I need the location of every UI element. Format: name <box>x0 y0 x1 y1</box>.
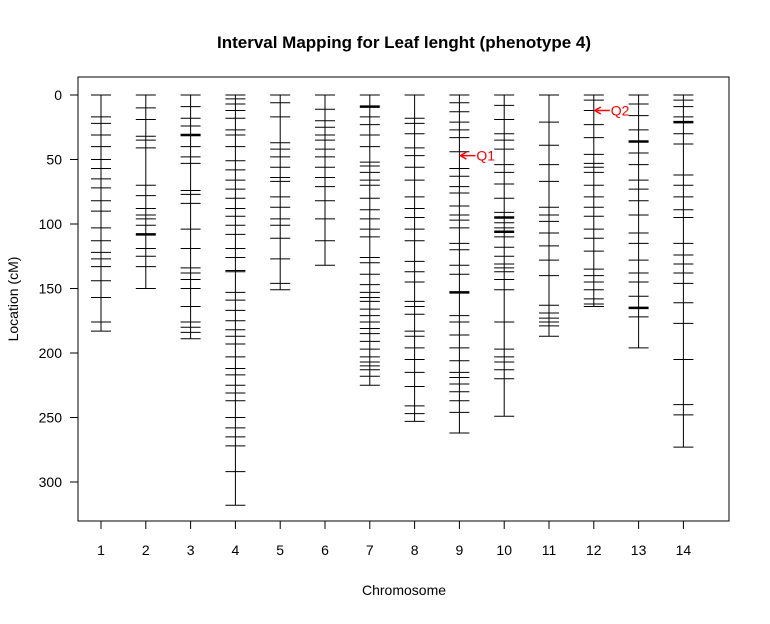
x-tick-label: 10 <box>496 542 512 558</box>
chromosome-14 <box>673 94 694 448</box>
qtl-annotation-Q1: Q1 <box>458 148 495 164</box>
y-axis-label: Location (cM) <box>5 257 21 342</box>
x-tick-label: 3 <box>187 542 195 558</box>
y-tick-label: 50 <box>46 152 62 168</box>
chromosome-5 <box>270 94 291 291</box>
chromosome-9 <box>449 94 470 434</box>
x-axis: 1 2 3 4 5 6 7 8 9 10 11 12 13 14 <box>97 520 692 558</box>
qtl-arrow-head <box>593 106 602 115</box>
x-tick-label: 11 <box>542 542 557 558</box>
y-tick-label: 300 <box>39 474 63 490</box>
x-tick-label: 1 <box>97 542 105 558</box>
chromosome-12 <box>583 94 604 308</box>
x-tick-label: 6 <box>321 542 329 558</box>
x-tick-label: 4 <box>232 542 240 558</box>
chromosome-7 <box>359 94 380 386</box>
x-tick-label: 7 <box>366 542 374 558</box>
qtl-arrow-head <box>458 151 467 160</box>
y-axis: 0 50 100 150 200 250 300 <box>39 87 79 490</box>
chromosome-6 <box>315 94 335 266</box>
x-tick-label: 2 <box>142 542 150 558</box>
x-axis-label: Chromosome <box>362 582 446 598</box>
chromosome-1 <box>91 94 111 332</box>
chromosome-11 <box>539 94 559 337</box>
y-tick-label: 0 <box>54 87 62 103</box>
y-tick-label: 200 <box>39 345 63 361</box>
chromosome-tracks <box>91 94 694 506</box>
y-tick-label: 150 <box>39 281 63 297</box>
chart-title: Interval Mapping for Leaf lenght (phenot… <box>217 33 591 52</box>
x-tick-label: 14 <box>676 542 692 558</box>
x-tick-label: 12 <box>586 542 602 558</box>
qtl-label: Q2 <box>611 102 630 118</box>
qtl-annotation-Q2: Q2 <box>593 102 630 118</box>
x-tick-label: 8 <box>411 542 419 558</box>
y-tick-label: 100 <box>39 216 63 232</box>
chromosome-2 <box>135 94 156 289</box>
qtl-label: Q1 <box>476 148 495 164</box>
x-tick-label: 9 <box>456 542 464 558</box>
x-tick-label: 13 <box>631 542 647 558</box>
chromosome-3 <box>180 94 201 340</box>
x-tick-label: 5 <box>276 542 284 558</box>
plot-frame <box>77 76 730 522</box>
chromosome-8 <box>404 94 425 422</box>
chromosome-4 <box>225 94 246 506</box>
y-tick-label: 250 <box>39 410 63 426</box>
qtl-annotations: Q1 Q2 <box>458 102 630 164</box>
chromosome-13 <box>628 94 649 349</box>
chromosome-10 <box>494 94 515 417</box>
